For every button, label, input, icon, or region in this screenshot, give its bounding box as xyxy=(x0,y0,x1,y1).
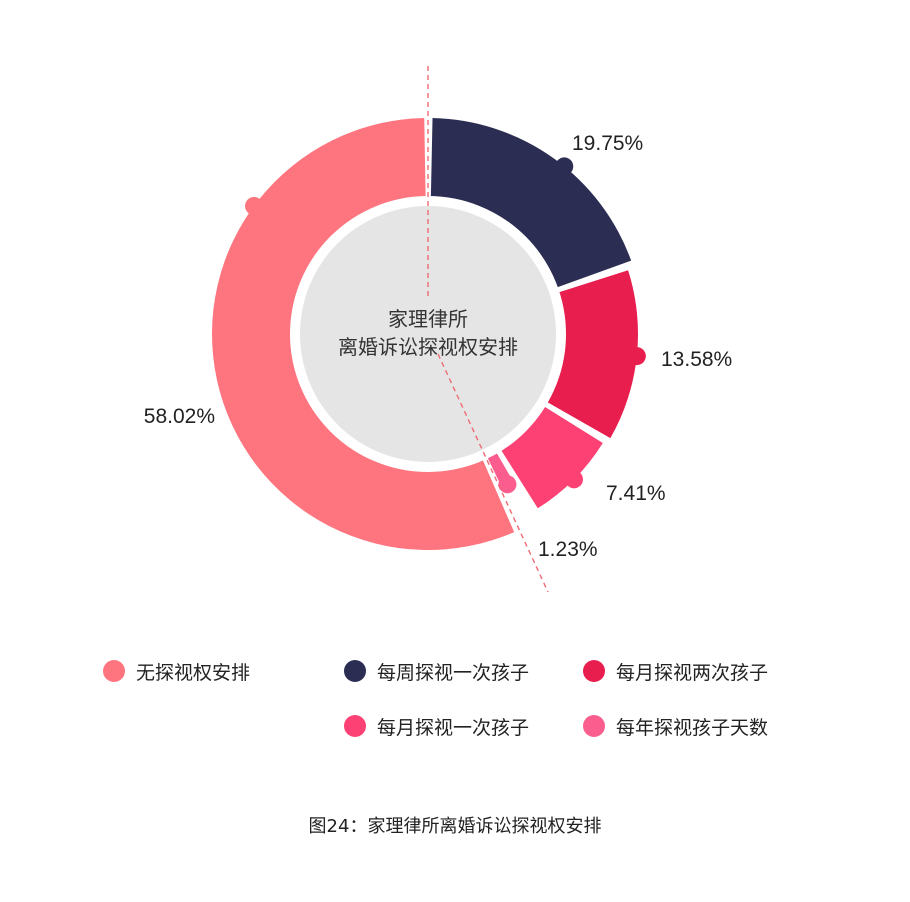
legend-item-no-visitation: 无探视权安排 xyxy=(103,656,250,686)
legend-dot xyxy=(344,715,366,737)
legend-item-weekly-once: 每周探视一次孩子 xyxy=(344,656,529,686)
legend-label: 每年探视孩子天数 xyxy=(616,716,769,739)
value-label-3: 7.41% xyxy=(606,482,666,505)
slice-5 xyxy=(212,118,515,550)
legend-dot xyxy=(103,660,125,682)
value-label-5: 58.02% xyxy=(144,405,215,428)
legend-dot xyxy=(583,715,605,737)
legend-item-monthly-once: 每月探视一次孩子 xyxy=(344,711,529,741)
slice-marker-4 xyxy=(498,475,517,494)
slice-marker-2 xyxy=(627,347,646,366)
legend-label: 无探视权安排 xyxy=(136,661,251,684)
slice-1 xyxy=(430,118,632,291)
center-title-line1: 家理律所 xyxy=(388,307,468,331)
legend-item-yearly-days: 每年探视孩子天数 xyxy=(583,711,768,741)
legend-label: 每周探视一次孩子 xyxy=(377,661,530,684)
slice-marker-1 xyxy=(555,157,574,176)
slice-marker-3 xyxy=(565,470,584,489)
value-label-2: 13.58% xyxy=(661,348,732,371)
value-label-4: 1.23% xyxy=(538,538,598,561)
slice-marker-5 xyxy=(245,196,264,215)
legend-dot xyxy=(583,660,605,682)
center-title-line2: 离婚诉讼探视权安排 xyxy=(338,335,518,359)
value-label-1: 19.75% xyxy=(572,132,643,155)
legend-label: 每月探视两次孩子 xyxy=(616,661,769,684)
figure-caption: 图24：家理律所离婚诉讼探视权安排 xyxy=(308,816,602,837)
legend-label: 每月探视一次孩子 xyxy=(377,716,530,739)
legend-item-monthly-twice: 每月探视两次孩子 xyxy=(583,656,768,686)
legend-dot xyxy=(344,660,366,682)
guide-line-bottom xyxy=(437,353,549,593)
